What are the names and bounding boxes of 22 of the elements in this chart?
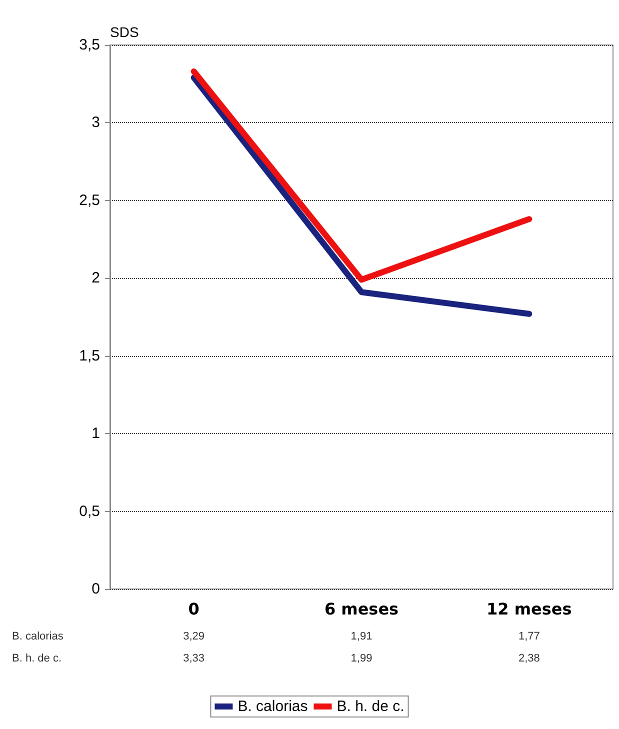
y-axis-title: SDS [110,24,139,40]
y-tick-label: 2,5 [79,192,100,209]
data-label: 1,91 [350,630,372,642]
y-tick-label: 3 [92,114,100,132]
y-tick-label: 0,5 [79,502,100,520]
text: B. calorias [12,630,64,642]
y-tick-label: 3,5 [79,36,100,54]
x-tick-label: 6 meses [324,600,399,618]
data-label: 3,33 [183,652,205,664]
data-label: 1,99 [350,652,372,664]
y-tick-label: 0 [92,580,100,598]
text: B. h. de c. [12,652,62,664]
y-tick-label: 2 [92,270,100,287]
y-tick-label: 1,5 [79,347,100,364]
legend-label: B. calorias [238,698,308,715]
y-tick-label: 1 [92,425,100,442]
x-tick-label: 0 [188,600,200,618]
data-label: 1,77 [518,630,540,642]
data-label: 2,38 [518,652,540,664]
data-label: 3,29 [183,630,205,642]
legend-label: B. h. de c. [336,698,404,715]
x-tick-label: 12 meses [486,600,572,618]
